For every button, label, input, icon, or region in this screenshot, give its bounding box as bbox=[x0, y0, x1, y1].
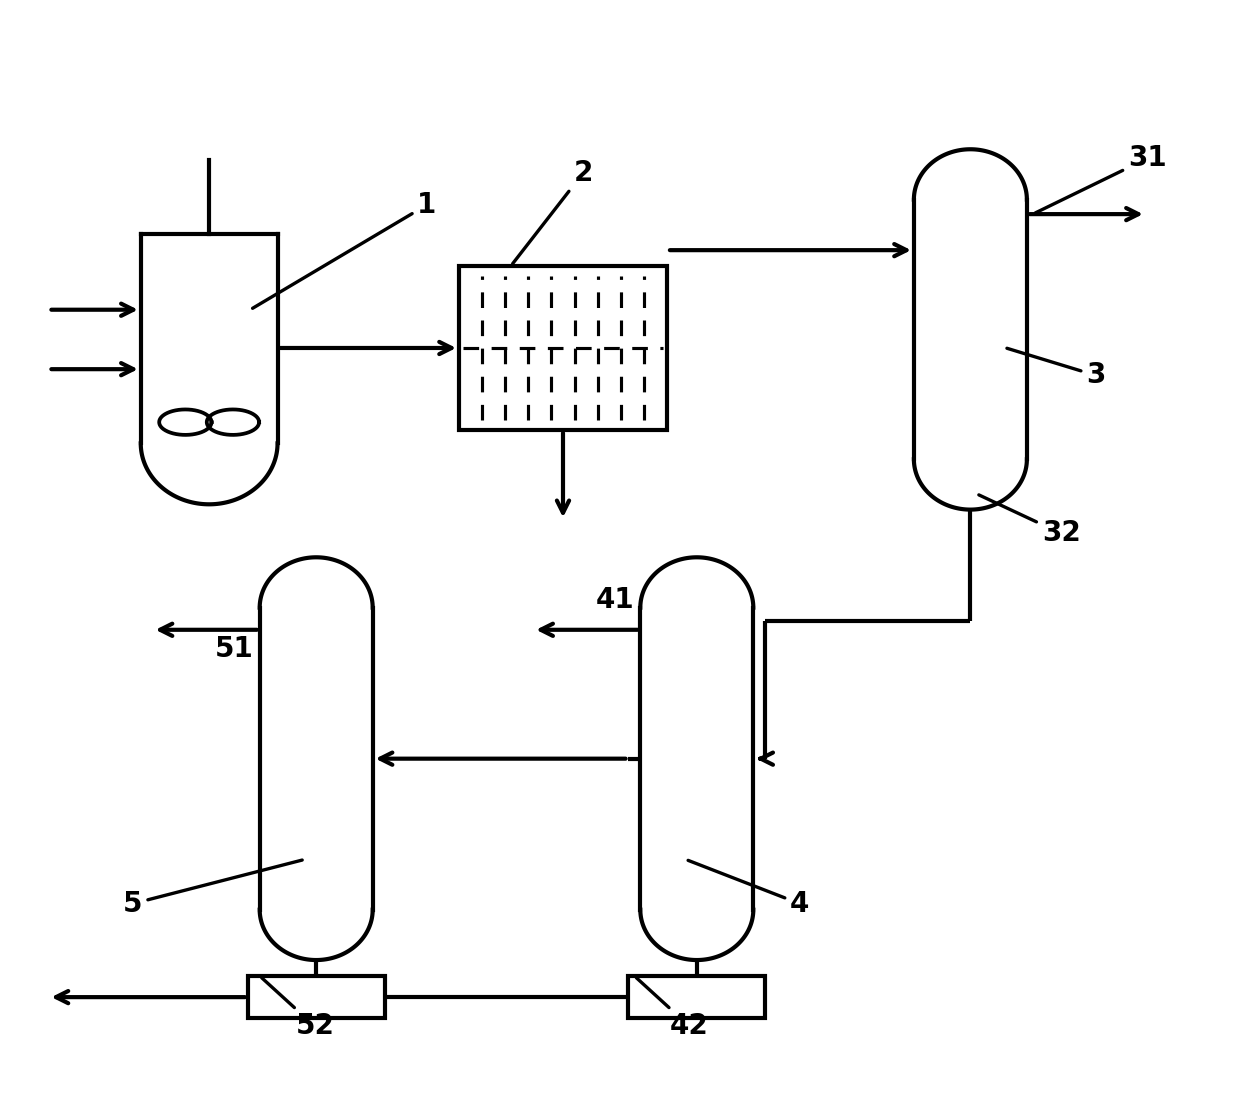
Bar bbox=[458, 266, 667, 431]
Text: 3: 3 bbox=[1007, 348, 1105, 390]
Bar bbox=[248, 976, 384, 1018]
Text: 1: 1 bbox=[253, 191, 436, 308]
Text: 5: 5 bbox=[123, 860, 302, 917]
Bar bbox=[628, 976, 766, 1018]
Text: 4: 4 bbox=[688, 860, 809, 917]
Text: 42: 42 bbox=[637, 978, 709, 1040]
Text: 31: 31 bbox=[1036, 145, 1167, 213]
Text: 52: 52 bbox=[261, 978, 335, 1040]
Text: 41: 41 bbox=[596, 586, 634, 614]
Text: 51: 51 bbox=[216, 635, 254, 664]
Text: 32: 32 bbox=[979, 495, 1080, 548]
Text: 2: 2 bbox=[513, 159, 592, 264]
